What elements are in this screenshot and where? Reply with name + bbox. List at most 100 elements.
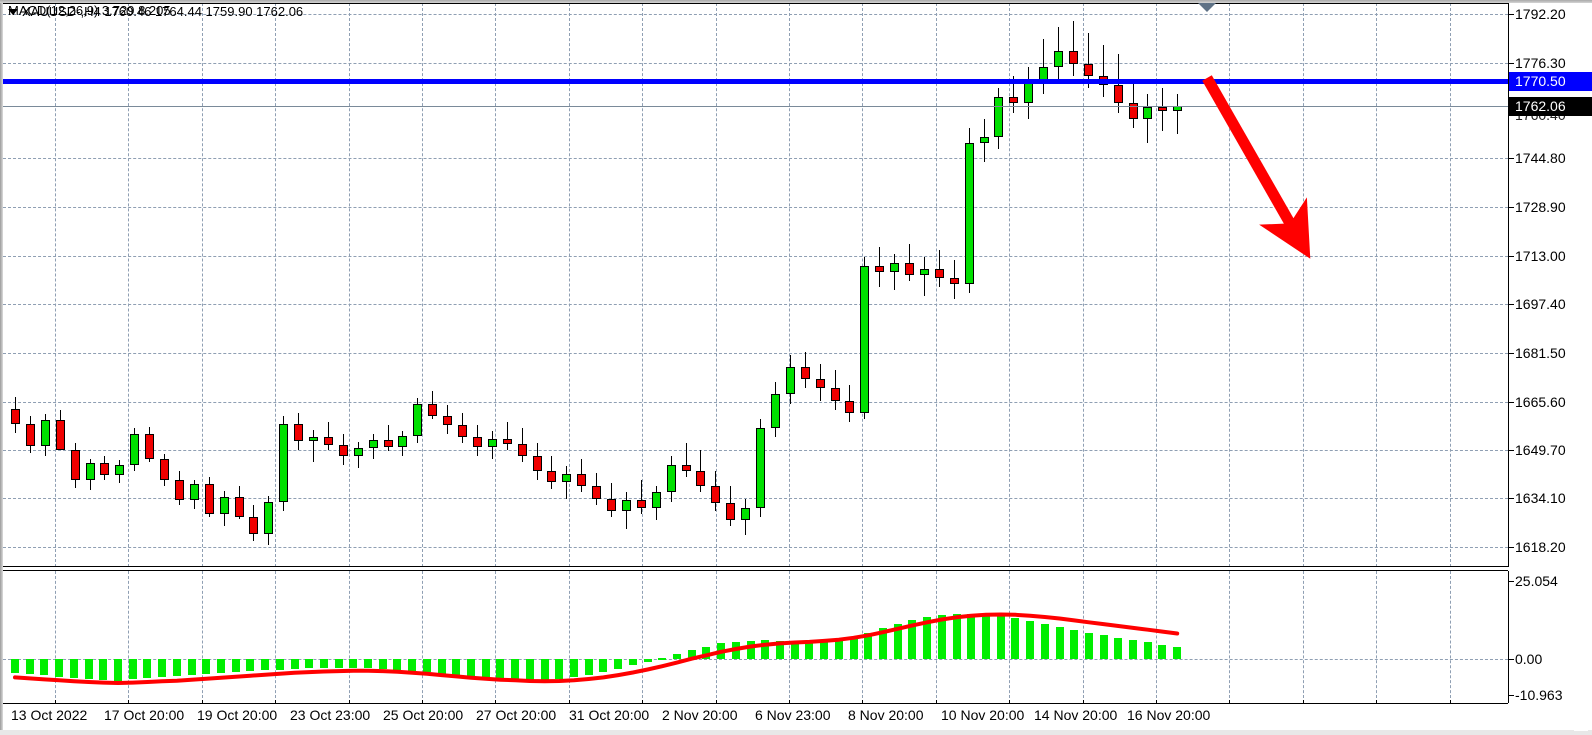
price-chart-pane[interactable] <box>3 3 1508 567</box>
macd-axis-label: -10.963 <box>1515 687 1563 703</box>
macd-indicator-pane[interactable] <box>3 571 1508 703</box>
support-level-badge[interactable]: 1770.50 <box>1509 72 1592 91</box>
gridline-vertical <box>789 571 790 703</box>
time-axis-tick <box>495 700 496 704</box>
candle-wick <box>1073 20 1074 76</box>
candle-wick <box>566 466 567 499</box>
candle-bearish <box>384 440 393 447</box>
time-axis-label: 27 Oct 20:00 <box>476 707 557 723</box>
axis-tick <box>1509 581 1514 582</box>
price-axis-label: 1665.60 <box>1515 394 1566 410</box>
price-axis-label: 1744.80 <box>1515 150 1566 166</box>
candle-bullish <box>1024 82 1033 104</box>
gridline-vertical <box>1009 3 1010 567</box>
price-axis-label: 1697.40 <box>1515 296 1566 312</box>
candle-bearish <box>577 474 586 487</box>
gridline-vertical <box>1303 571 1304 703</box>
gridline-vertical <box>1229 3 1230 567</box>
macd-axis-label: 0.00 <box>1515 651 1543 667</box>
window-left-rail <box>0 3 3 730</box>
candle-wick <box>1147 94 1148 144</box>
candle-bullish <box>890 262 899 272</box>
candle-bullish <box>562 474 571 482</box>
candle-bearish <box>11 408 20 425</box>
time-axis-label: 14 Nov 20:00 <box>1034 707 1118 723</box>
candle-wick <box>313 429 314 462</box>
macd-histogram-bar <box>997 616 1005 659</box>
price-axis-label: 1728.90 <box>1515 199 1566 215</box>
candle-bearish <box>339 444 348 456</box>
price-axis[interactable]: 1792.20 1776.30 1770.50 1762.06 1744.80 1728.… <box>1509 3 1592 567</box>
time-axis-label: 6 Nov 23:00 <box>755 707 831 723</box>
macd-histogram-bar <box>291 659 299 669</box>
time-axis-tick <box>1303 700 1304 704</box>
macd-histogram-bar <box>1158 644 1166 659</box>
time-axis-label: 2 Nov 20:00 <box>662 707 738 723</box>
triangle-down-icon[interactable] <box>8 8 18 15</box>
candle-bullish <box>1173 106 1182 112</box>
macd-histogram-bar <box>820 640 828 659</box>
axis-tick <box>1509 63 1514 64</box>
candle-bearish <box>1009 97 1018 104</box>
macd-histogram-bar <box>408 659 416 671</box>
macd-histogram-bar <box>232 659 240 673</box>
axis-tick <box>1509 547 1514 548</box>
gridline-vertical <box>349 571 350 703</box>
time-axis-tick <box>1083 700 1084 704</box>
time-axis-line <box>3 703 1508 704</box>
candle-bullish <box>220 497 229 514</box>
macd-histogram-bar <box>953 614 961 659</box>
gridline-horizontal <box>3 14 1508 15</box>
axis-tick <box>1509 498 1514 499</box>
axis-tick <box>1509 14 1514 15</box>
axis-tick <box>1509 158 1514 159</box>
axis-tick <box>1509 256 1514 257</box>
candle-bearish <box>905 262 914 275</box>
macd-histogram-bar <box>541 659 549 680</box>
candle-bearish <box>831 388 840 401</box>
candle-wick <box>894 253 895 291</box>
candle-bullish <box>398 435 407 447</box>
macd-histogram-bar <box>629 659 637 666</box>
macd-histogram-bar <box>482 659 490 679</box>
candle-bullish <box>264 501 273 535</box>
macd-histogram-bar <box>585 659 593 675</box>
macd-histogram-bar <box>143 659 151 679</box>
time-axis-label: 16 Nov 20:00 <box>1127 707 1211 723</box>
macd-histogram-bar <box>70 659 78 679</box>
gridline-vertical <box>128 571 129 703</box>
candle-bearish <box>26 424 35 446</box>
macd-histogram-bar <box>202 659 210 675</box>
gridline-horizontal <box>3 450 1508 451</box>
candle-bullish <box>667 464 676 493</box>
candle-bearish <box>294 423 303 441</box>
price-axis-label: 1713.00 <box>1515 248 1566 264</box>
gridline-vertical <box>1376 571 1377 703</box>
candle-bullish <box>115 464 124 476</box>
gridline-horizontal <box>3 256 1508 257</box>
macd-histogram-bar <box>614 659 622 669</box>
vertical-scrollbar-track[interactable] <box>1574 571 1588 731</box>
candle-bullish <box>965 143 974 285</box>
gridline-vertical <box>202 3 203 567</box>
macd-histogram-bar <box>908 620 916 659</box>
gridline-horizontal <box>3 207 1508 208</box>
macd-histogram-bar <box>379 659 387 669</box>
macd-histogram-bar <box>1041 624 1049 659</box>
macd-histogram-bar <box>938 615 946 659</box>
gridline-vertical <box>1229 571 1230 703</box>
time-axis[interactable]: 13 Oct 2022 17 Oct 20:00 19 Oct 20:00 23 Oc… <box>3 700 1508 730</box>
macd-histogram-bar <box>11 659 19 673</box>
time-axis-tick <box>716 700 717 704</box>
macd-histogram-bar <box>702 646 710 659</box>
candle-bearish <box>726 503 735 521</box>
gridline-vertical <box>55 3 56 567</box>
candle-bearish <box>56 419 65 450</box>
support-resistance-line[interactable] <box>3 79 1508 84</box>
price-axis-label: 1792.20 <box>1515 6 1566 22</box>
axis-tick <box>1509 353 1514 354</box>
candle-bullish <box>1054 51 1063 67</box>
gridline-vertical <box>1376 3 1377 567</box>
time-axis-label: 8 Nov 20:00 <box>848 707 924 723</box>
candle-bullish <box>279 423 288 502</box>
